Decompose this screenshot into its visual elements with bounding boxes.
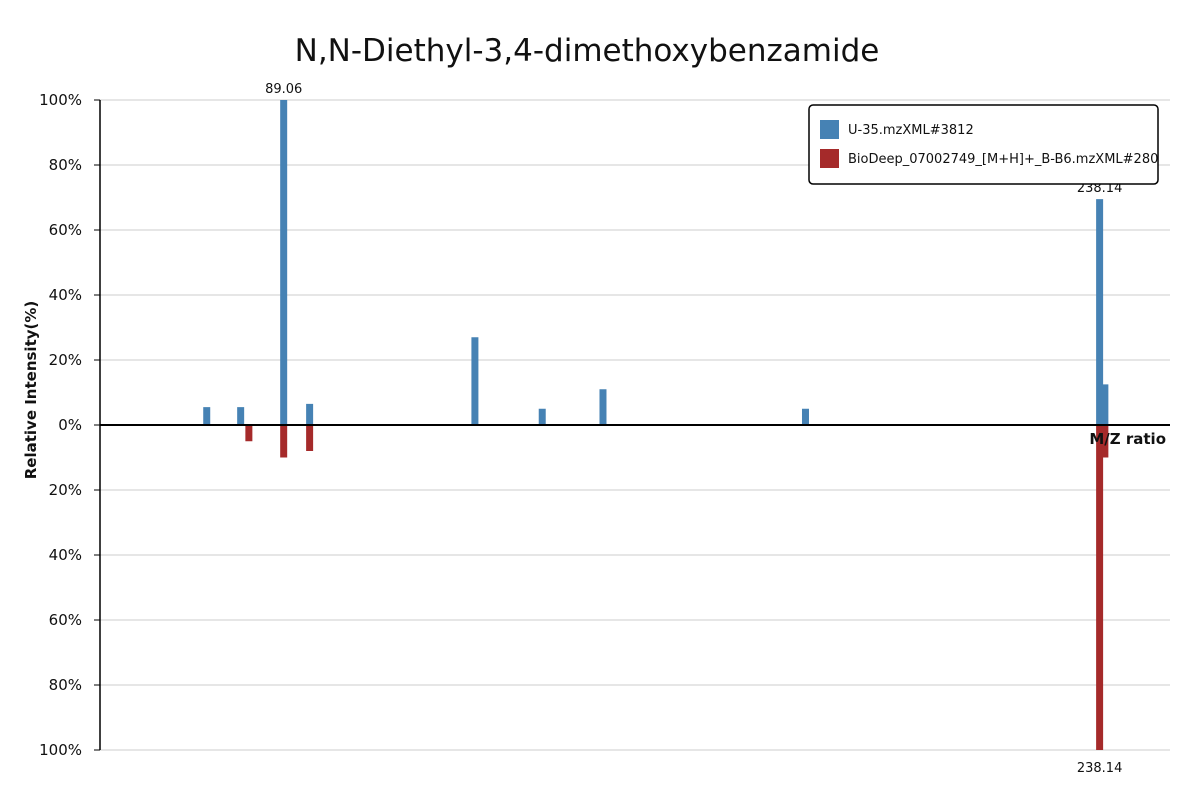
query-peak-bar[interactable]: [203, 407, 211, 425]
y-tick-label: 40%: [49, 286, 82, 304]
legend-entry-label[interactable]: BioDeep_07002749_[M+H]+_B-B6.mzXML#280: [848, 152, 1158, 167]
y-tick-label: 80%: [49, 676, 82, 694]
query-peak-bar[interactable]: [1096, 199, 1104, 425]
y-tick-label: 20%: [49, 481, 82, 499]
reference-peak-bar[interactable]: [245, 425, 253, 442]
axes: [99, 100, 1170, 750]
bars: [203, 100, 1109, 750]
reference-peak-bar[interactable]: [1101, 425, 1109, 458]
peak-mz-label: 89.06: [265, 82, 302, 97]
y-axis-title: Relative Intensity(%): [22, 301, 40, 480]
reference-peak-bar[interactable]: [280, 425, 288, 458]
y-tick-label: 60%: [49, 611, 82, 629]
query-peak-bar[interactable]: [237, 407, 245, 425]
query-peak-bar[interactable]: [280, 100, 288, 425]
legend-swatch[interactable]: [820, 120, 839, 139]
query-peak-bar[interactable]: [538, 408, 546, 425]
x-axis-title: M/Z ratio: [1089, 430, 1166, 448]
y-tick-label: 60%: [49, 221, 82, 239]
peak-mz-label: 238.14: [1077, 761, 1123, 776]
reference-peak-bar[interactable]: [306, 425, 314, 451]
legend-swatch[interactable]: [820, 149, 839, 168]
legend-box: [808, 104, 1159, 185]
y-tick-label: 100%: [39, 91, 82, 109]
y-tick-label: 80%: [49, 156, 82, 174]
y-tick-label: 100%: [39, 741, 82, 759]
query-peak-bar[interactable]: [599, 389, 607, 425]
reference-peak-bar[interactable]: [1096, 425, 1104, 750]
chart-title: N,N-Diethyl-3,4-dimethoxybenzamide: [295, 33, 880, 69]
query-peak-bar[interactable]: [306, 403, 314, 425]
y-tick-label: 40%: [49, 546, 82, 564]
y-tick-label: 20%: [49, 351, 82, 369]
peak-labels: 89.06 238.14 238.14: [265, 82, 1122, 776]
peak-mz-label: 238.14: [1077, 181, 1123, 196]
query-peak-bar[interactable]: [801, 408, 809, 425]
y-axis-ticks: 100% 80% 60% 40% 20% 0% 20% 40% 60% 80% 100%: [39, 91, 100, 759]
query-peak-bar[interactable]: [1101, 384, 1109, 425]
y-tick-label: 0%: [58, 416, 82, 434]
legend-entry-label[interactable]: U-35.mzXML#3812: [848, 123, 974, 138]
grid-lines: [100, 99, 1170, 751]
query-peak-bar[interactable]: [471, 337, 479, 425]
legend[interactable]: U-35.mzXML#3812 BioDeep_07002749_[M+H]+_B…: [808, 104, 1159, 185]
